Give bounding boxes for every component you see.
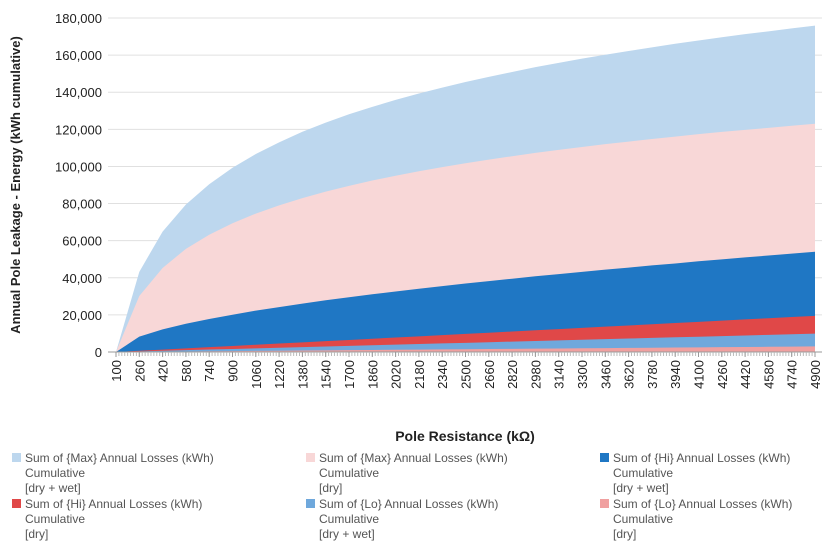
area: [116, 346, 815, 352]
y-axis-title: Annual Pole Leakage - Energy (kWh cumula…: [8, 36, 23, 334]
x-tick-label: 100: [109, 360, 124, 382]
x-tick-label: 4900: [808, 360, 823, 389]
legend-swatch: [12, 453, 21, 462]
x-tick-label: 3460: [598, 360, 613, 389]
x-tick-label: 4740: [785, 360, 800, 389]
area: [116, 333, 815, 352]
x-tick-label: 260: [132, 360, 147, 382]
legend-label: Sum of {Lo} Annual Losses (kWh) Cumulativ…: [319, 497, 498, 541]
y-tick-label: 40,000: [62, 271, 102, 286]
legend-swatch: [306, 499, 315, 508]
legend-swatch: [12, 499, 21, 508]
x-tick-label: 4420: [738, 360, 753, 389]
x-tick-label: 580: [179, 360, 194, 382]
legend-swatch: [600, 453, 609, 462]
x-tick-label: 1540: [319, 360, 334, 389]
legend-label: Sum of {Max} Annual Losses (kWh) Cumulati…: [25, 451, 214, 495]
y-tick-label: 180,000: [55, 11, 102, 26]
x-tick-label: 1220: [272, 360, 287, 389]
y-tick-label: 160,000: [55, 48, 102, 63]
legend-label: Sum of {Hi} Annual Losses (kWh) Cumulativ…: [613, 451, 790, 495]
y-tick-label: 60,000: [62, 234, 102, 249]
x-tick-label: 2020: [389, 360, 404, 389]
x-tick-label: 420: [156, 360, 171, 382]
x-tick-label: 2980: [528, 360, 543, 389]
y-tick-label: 20,000: [62, 308, 102, 323]
x-tick-label: 3620: [622, 360, 637, 389]
legend-label: Sum of {Lo} Annual Losses (kWh) Cumulativ…: [613, 497, 792, 541]
x-tick-label: 1860: [365, 360, 380, 389]
x-tick-label: 3300: [575, 360, 590, 389]
x-tick-label: 2500: [459, 360, 474, 389]
legend-swatch: [306, 453, 315, 462]
y-tick-label: 120,000: [55, 122, 102, 137]
y-tick-label: 140,000: [55, 85, 102, 100]
y-tick-label: 0: [95, 345, 102, 360]
x-tick-label: 4580: [761, 360, 776, 389]
x-tick-label: 2820: [505, 360, 520, 389]
x-tick-label: 1380: [295, 360, 310, 389]
x-tick-label: 740: [202, 360, 217, 382]
x-tick-label: 3140: [552, 360, 567, 389]
y-tick-label: 100,000: [55, 159, 102, 174]
legend-label: Sum of {Max} Annual Losses (kWh) Cumulati…: [319, 451, 508, 495]
x-tick-label: 3940: [668, 360, 683, 389]
x-tick-label: 4100: [692, 360, 707, 389]
x-tick-label: 3780: [645, 360, 660, 389]
y-tick-label: 80,000: [62, 197, 102, 212]
x-tick-label: 2340: [435, 360, 450, 389]
x-tick-label: 2660: [482, 360, 497, 389]
x-axis-title: Pole Resistance (kΩ): [395, 428, 535, 444]
x-tick-label: 4260: [715, 360, 730, 389]
legend-swatch: [600, 499, 609, 508]
x-tick-label: 1060: [249, 360, 264, 389]
x-tick-label: 2180: [412, 360, 427, 389]
legend-label: Sum of {Hi} Annual Losses (kWh) Cumulativ…: [25, 497, 202, 541]
x-tick-label: 900: [226, 360, 241, 382]
x-tick-label: 1700: [342, 360, 357, 389]
